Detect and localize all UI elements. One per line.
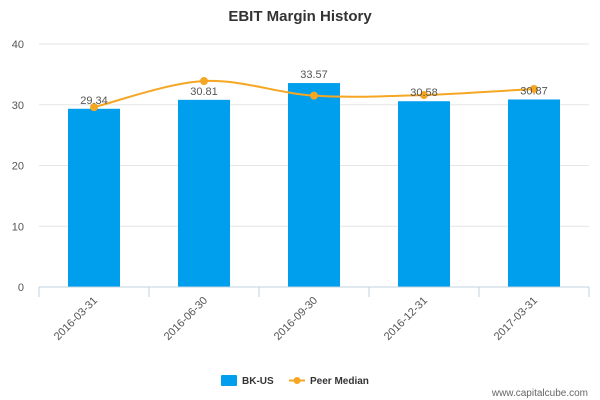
x-tick-label: 2016-12-31 [382, 295, 430, 343]
bar-bk-us [288, 83, 340, 287]
y-tick-label: 10 [12, 221, 24, 233]
x-tick-label: 2016-09-30 [272, 295, 320, 343]
peer-median-marker [530, 84, 538, 93]
bar-data-label: 30.81 [190, 86, 218, 98]
x-axis: 2016-03-31 2016-06-30 2016-09-30 2016-12… [38, 287, 590, 343]
watermark: www.capitalcube.com [491, 388, 588, 399]
peer-median-marker [310, 91, 318, 100]
bar-bk-us [398, 101, 450, 287]
bar-data-label: 30.58 [410, 87, 438, 99]
bk-us-bars [68, 83, 560, 288]
x-tick-label: 2016-03-31 [52, 295, 100, 343]
peer-median-marker [90, 103, 98, 112]
bar-data-labels: 29.34 30.81 33.57 30.58 30.87 [80, 69, 548, 107]
x-tick-label: 2016-06-30 [162, 295, 210, 343]
y-tick-label: 40 [12, 39, 24, 51]
chart-title: EBIT Margin History [228, 8, 372, 25]
peer-median-marker [420, 91, 428, 100]
y-tick-label: 0 [18, 282, 24, 294]
bar-bk-us [508, 99, 560, 287]
legend-label-peer-median: Peer Median [310, 376, 369, 387]
x-tick-label: 2017-03-31 [492, 295, 540, 343]
bar-data-label: 30.87 [520, 85, 548, 97]
bar-data-label: 33.57 [300, 69, 328, 81]
peer-median-line [90, 77, 538, 112]
y-tick-label: 20 [12, 161, 24, 173]
bar-bk-us [178, 99, 230, 287]
legend-label-bk-us: BK-US [242, 376, 274, 387]
legend: BK-US Peer Median [221, 375, 369, 387]
legend-swatch-bk-us [221, 375, 237, 386]
legend-swatch-peer-median-marker [293, 377, 301, 384]
bar-data-label: 29.34 [80, 95, 108, 107]
peer-median-marker [200, 77, 208, 86]
bar-bk-us [68, 108, 120, 288]
y-tick-label: 30 [12, 100, 24, 112]
y-axis: 0 10 20 30 40 [12, 39, 24, 294]
